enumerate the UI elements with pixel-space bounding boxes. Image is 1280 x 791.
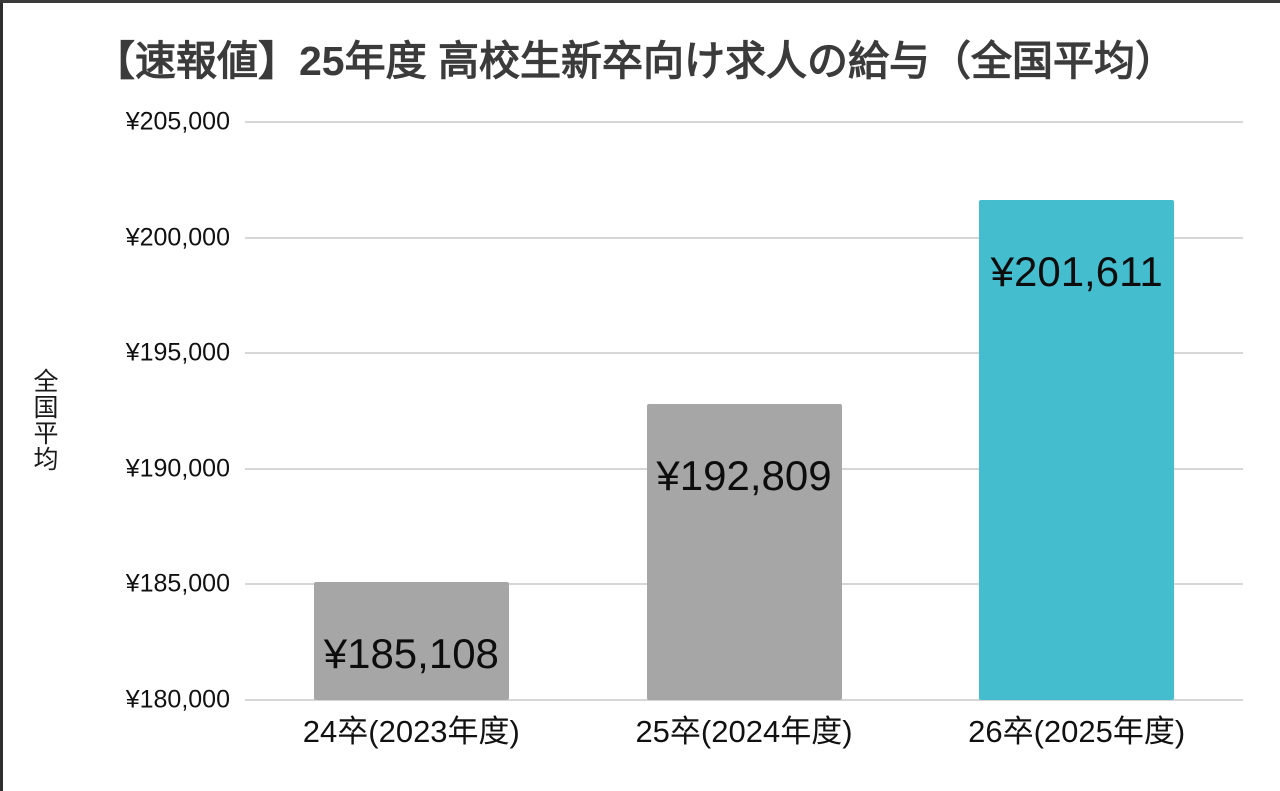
y-tick-label: ¥200,000 <box>125 223 230 252</box>
top-edge-strip <box>0 0 1280 3</box>
gridline <box>245 121 1243 123</box>
bar-value-label: ¥185,108 <box>323 629 499 677</box>
y-tick-label: ¥195,000 <box>125 338 230 367</box>
y-axis-title: 全国平均 <box>30 368 58 472</box>
x-category-label: 26卒(2025年度) <box>968 714 1186 749</box>
x-category-label: 24卒(2023年度) <box>302 714 520 749</box>
y-tick-label: ¥190,000 <box>125 454 230 483</box>
bar[interactable]: ¥192,809 <box>646 403 842 700</box>
bar[interactable]: ¥185,108 <box>313 581 509 700</box>
gridline <box>245 352 1243 355</box>
bar-value-label: ¥192,809 <box>656 451 832 499</box>
y-tick-label: ¥180,000 <box>125 685 230 714</box>
chart-title: 【速報値】25年度 高校生新卒向け求人の給与（全国平均） <box>94 38 1176 84</box>
x-axis-category-labels: 24卒(2023年度) 25卒(2024年度) 26卒(2025年度) <box>245 706 1243 756</box>
bar-value-label: ¥201,611 <box>990 248 1163 296</box>
x-category-label: 25卒(2024年度) <box>635 714 853 749</box>
y-axis-tick-labels: ¥205,000 ¥200,000 ¥195,000 ¥190,000 ¥185,000… <box>70 108 230 714</box>
gridline <box>245 236 1243 239</box>
gridline <box>245 699 1243 701</box>
plot-area: ¥185,108 ¥192,809 ¥201,611 <box>245 121 1243 701</box>
bar[interactable]: ¥201,611 <box>979 200 1175 700</box>
left-edge-strip <box>0 0 3 791</box>
y-tick-label: ¥185,000 <box>125 569 230 598</box>
y-tick-label: ¥205,000 <box>125 107 230 136</box>
